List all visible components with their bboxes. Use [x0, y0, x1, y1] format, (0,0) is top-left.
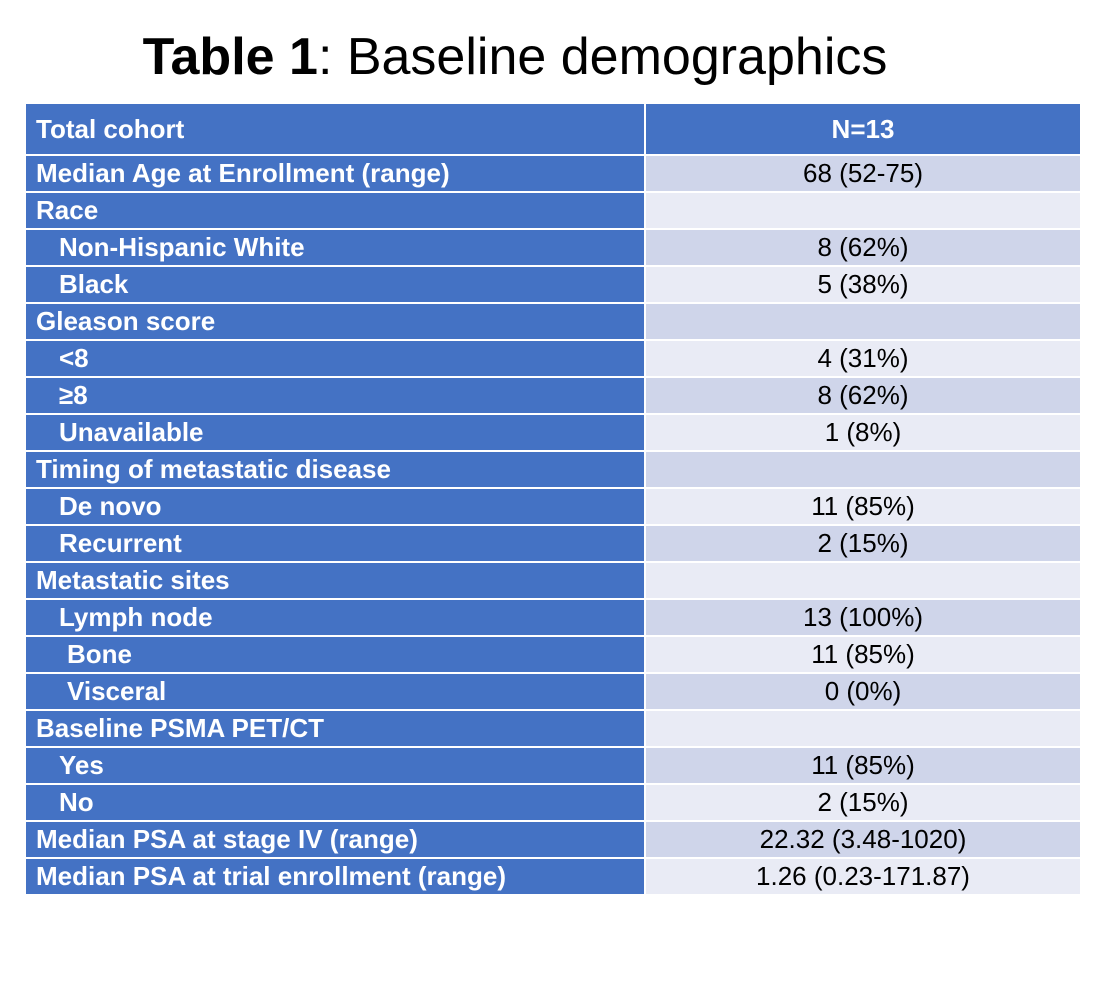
row-value-cell	[645, 303, 1081, 340]
row-value-cell: 11 (85%)	[645, 747, 1081, 784]
row-label-cell: Race	[25, 192, 645, 229]
row-label-cell: Baseline PSMA PET/CT	[25, 710, 645, 747]
table-row: Timing of metastatic disease	[25, 451, 1081, 488]
table-row: ≥8 8 (62%)	[25, 377, 1081, 414]
row-label-cell: Yes	[25, 747, 645, 784]
row-label-cell: Metastatic sites	[25, 562, 645, 599]
table-row: No 2 (15%)	[25, 784, 1081, 821]
table-caption: : Baseline demographics	[318, 28, 887, 86]
table-row: Non-Hispanic White 8 (62%)	[25, 229, 1081, 266]
row-value-cell	[645, 710, 1081, 747]
row-label-cell: Timing of metastatic disease	[25, 451, 645, 488]
table-header-row: Total cohort N=13	[25, 103, 1081, 155]
header-value-cell: N=13	[645, 103, 1081, 155]
table-row: Recurrent 2 (15%)	[25, 525, 1081, 562]
row-label-cell: Median PSA at stage IV (range)	[25, 821, 645, 858]
row-label-cell: Black	[25, 266, 645, 303]
table-row: Unavailable 1 (8%)	[25, 414, 1081, 451]
demographics-table: Total cohort N=13 Median Age at Enrollme…	[24, 102, 1082, 896]
row-value-cell: 68 (52-75)	[645, 155, 1081, 192]
table-row: Gleason score	[25, 303, 1081, 340]
row-label-cell: De novo	[25, 488, 645, 525]
row-value-cell: 13 (100%)	[645, 599, 1081, 636]
table-row: Median Age at Enrollment (range) 68 (52-7…	[25, 155, 1081, 192]
row-label-cell: Median Age at Enrollment (range)	[25, 155, 645, 192]
row-value-cell: 2 (15%)	[645, 784, 1081, 821]
table-row: De novo 11 (85%)	[25, 488, 1081, 525]
table-row: Visceral 0 (0%)	[25, 673, 1081, 710]
row-value-cell: 11 (85%)	[645, 636, 1081, 673]
row-label-cell: <8	[25, 340, 645, 377]
row-value-cell	[645, 192, 1081, 229]
row-value-cell: 8 (62%)	[645, 377, 1081, 414]
row-label-cell: Lymph node	[25, 599, 645, 636]
row-label-cell: ≥8	[25, 377, 645, 414]
row-label-cell: Bone	[25, 636, 645, 673]
row-label-cell: Median PSA at trial enrollment (range)	[25, 858, 645, 895]
row-label-cell: Gleason score	[25, 303, 645, 340]
table-row: Bone 11 (85%)	[25, 636, 1081, 673]
row-value-cell	[645, 562, 1081, 599]
row-label-cell: No	[25, 784, 645, 821]
row-value-cell: 2 (15%)	[645, 525, 1081, 562]
table-row: Baseline PSMA PET/CT	[25, 710, 1081, 747]
table-number: Table 1	[143, 28, 318, 86]
table-row: Yes 11 (85%)	[25, 747, 1081, 784]
table-row: Lymph node 13 (100%)	[25, 599, 1081, 636]
row-label-cell: Visceral	[25, 673, 645, 710]
table-row: Race	[25, 192, 1081, 229]
row-value-cell: 0 (0%)	[645, 673, 1081, 710]
table-row: Median PSA at stage IV (range) 22.32 (3.4…	[25, 821, 1081, 858]
row-value-cell: 22.32 (3.48-1020)	[645, 821, 1081, 858]
table-title: Table 1: Baseline demographics	[0, 22, 1030, 92]
row-value-cell: 1 (8%)	[645, 414, 1081, 451]
table-row: Metastatic sites	[25, 562, 1081, 599]
row-value-cell: 5 (38%)	[645, 266, 1081, 303]
row-value-cell: 8 (62%)	[645, 229, 1081, 266]
row-value-cell: 4 (31%)	[645, 340, 1081, 377]
row-value-cell	[645, 451, 1081, 488]
row-value-cell: 1.26 (0.23-171.87)	[645, 858, 1081, 895]
row-label-cell: Recurrent	[25, 525, 645, 562]
header-label-cell: Total cohort	[25, 103, 645, 155]
row-value-cell: 11 (85%)	[645, 488, 1081, 525]
row-label-cell: Non-Hispanic White	[25, 229, 645, 266]
table-row: <8 4 (31%)	[25, 340, 1081, 377]
table-row: Median PSA at trial enrollment (range) 1.…	[25, 858, 1081, 895]
table-row: Black 5 (38%)	[25, 266, 1081, 303]
row-label-cell: Unavailable	[25, 414, 645, 451]
